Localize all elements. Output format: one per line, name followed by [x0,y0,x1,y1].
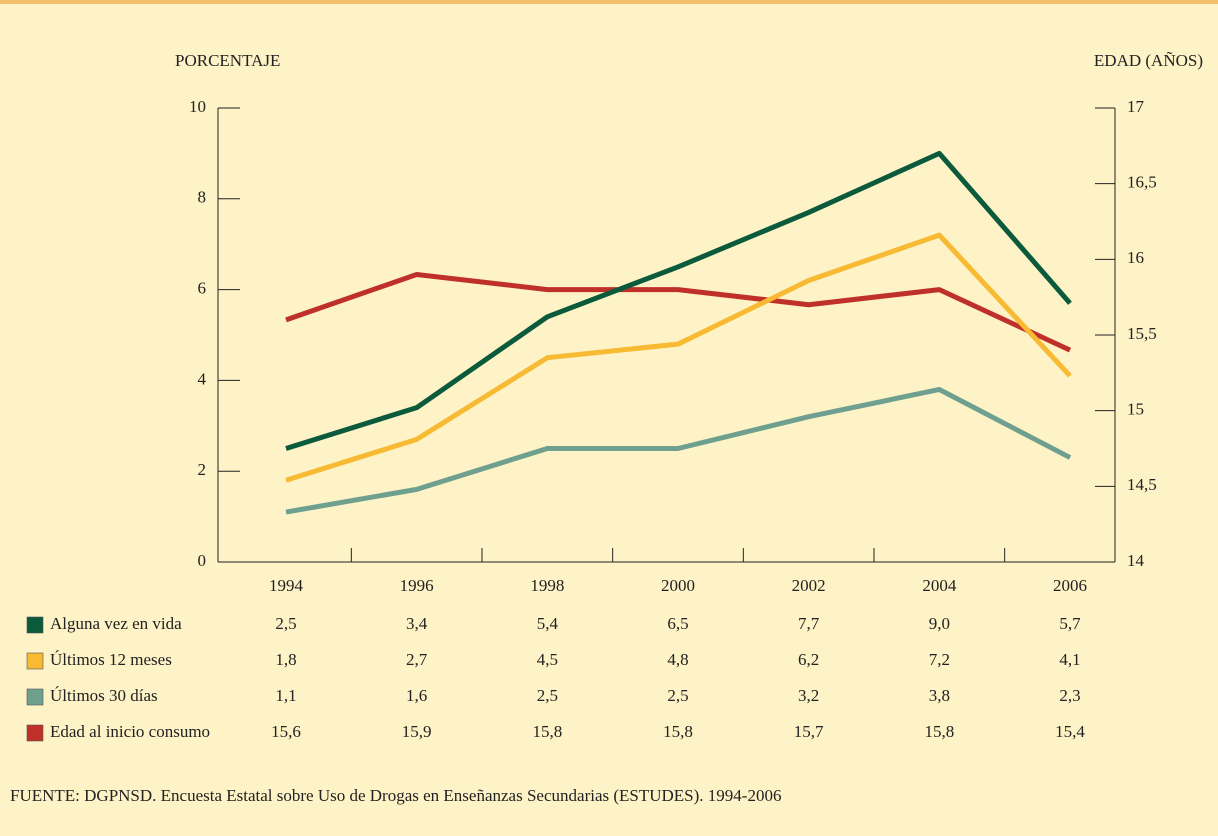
table-value: 5,7 [1059,614,1081,633]
table-value: 2,5 [537,686,558,705]
top-border [0,0,1218,4]
x-tick-label: 1996 [400,576,434,595]
legend-label: Alguna vez en vida [50,614,182,633]
table-value: 1,8 [275,650,296,669]
series-line [285,232,1072,483]
y-tick-label: 4 [198,369,207,388]
table-value: 15,8 [532,722,562,741]
legend-swatch [26,616,44,634]
table-value: 15,9 [402,722,432,741]
series-line [285,150,1072,451]
legend-label: Últimos 30 días [50,686,158,705]
table-value: 3,8 [929,686,950,705]
table-value: 6,5 [667,614,688,633]
series-line [285,386,1072,515]
y-tick-label: 6 [198,279,207,298]
table-value: 7,2 [929,650,950,669]
table-value: 2,5 [275,614,296,633]
y-tick-label: 10 [189,97,206,116]
x-tick-label: 1994 [269,576,304,595]
table-value: 15,4 [1055,722,1085,741]
table-value: 15,6 [271,722,301,741]
y-tick-label: 8 [198,188,207,207]
table-value: 9,0 [929,614,950,633]
legend-swatch [26,688,44,706]
legend-swatch [26,652,44,670]
table-value: 15,7 [794,722,824,741]
series-line [285,271,1072,353]
table-value: 4,5 [537,650,558,669]
table-value: 15,8 [924,722,954,741]
table-value: 4,1 [1059,650,1080,669]
y2-axis-label: EDAD (AÑOS) [1094,51,1203,70]
y-axis-label: PORCENTAJE [175,51,280,70]
x-tick-label: 1998 [530,576,564,595]
x-tick-label: 2004 [922,576,957,595]
y2-tick-label: 16,5 [1127,173,1157,192]
x-tick-label: 2002 [792,576,826,595]
x-tick-label: 2000 [661,576,695,595]
table-value: 4,8 [667,650,688,669]
table-value: 5,4 [537,614,559,633]
x-tick-label: 2006 [1053,576,1087,595]
y2-tick-label: 16 [1127,248,1144,267]
table-value: 2,3 [1059,686,1080,705]
legend-swatch [26,724,44,742]
legend-label: Últimos 12 meses [50,650,172,669]
table-value: 3,2 [798,686,819,705]
legend-label: Edad al inicio consumo [50,722,210,741]
y-tick-label: 0 [198,551,207,570]
y-tick-label: 2 [198,460,207,479]
table-value: 6,2 [798,650,819,669]
table-value: 2,7 [406,650,428,669]
table-value: 1,6 [406,686,427,705]
table-value: 3,4 [406,614,428,633]
y2-tick-label: 14,5 [1127,475,1157,494]
table-value: 1,1 [275,686,296,705]
table-value: 2,5 [667,686,688,705]
y2-tick-label: 15,5 [1127,324,1157,343]
y2-tick-label: 14 [1127,551,1145,570]
y2-tick-label: 17 [1127,97,1145,116]
source: FUENTE: DGPNSD. Encuesta Estatal sobre U… [10,786,781,805]
table-value: 15,8 [663,722,693,741]
table-value: 7,7 [798,614,820,633]
y2-tick-label: 15 [1127,400,1144,419]
